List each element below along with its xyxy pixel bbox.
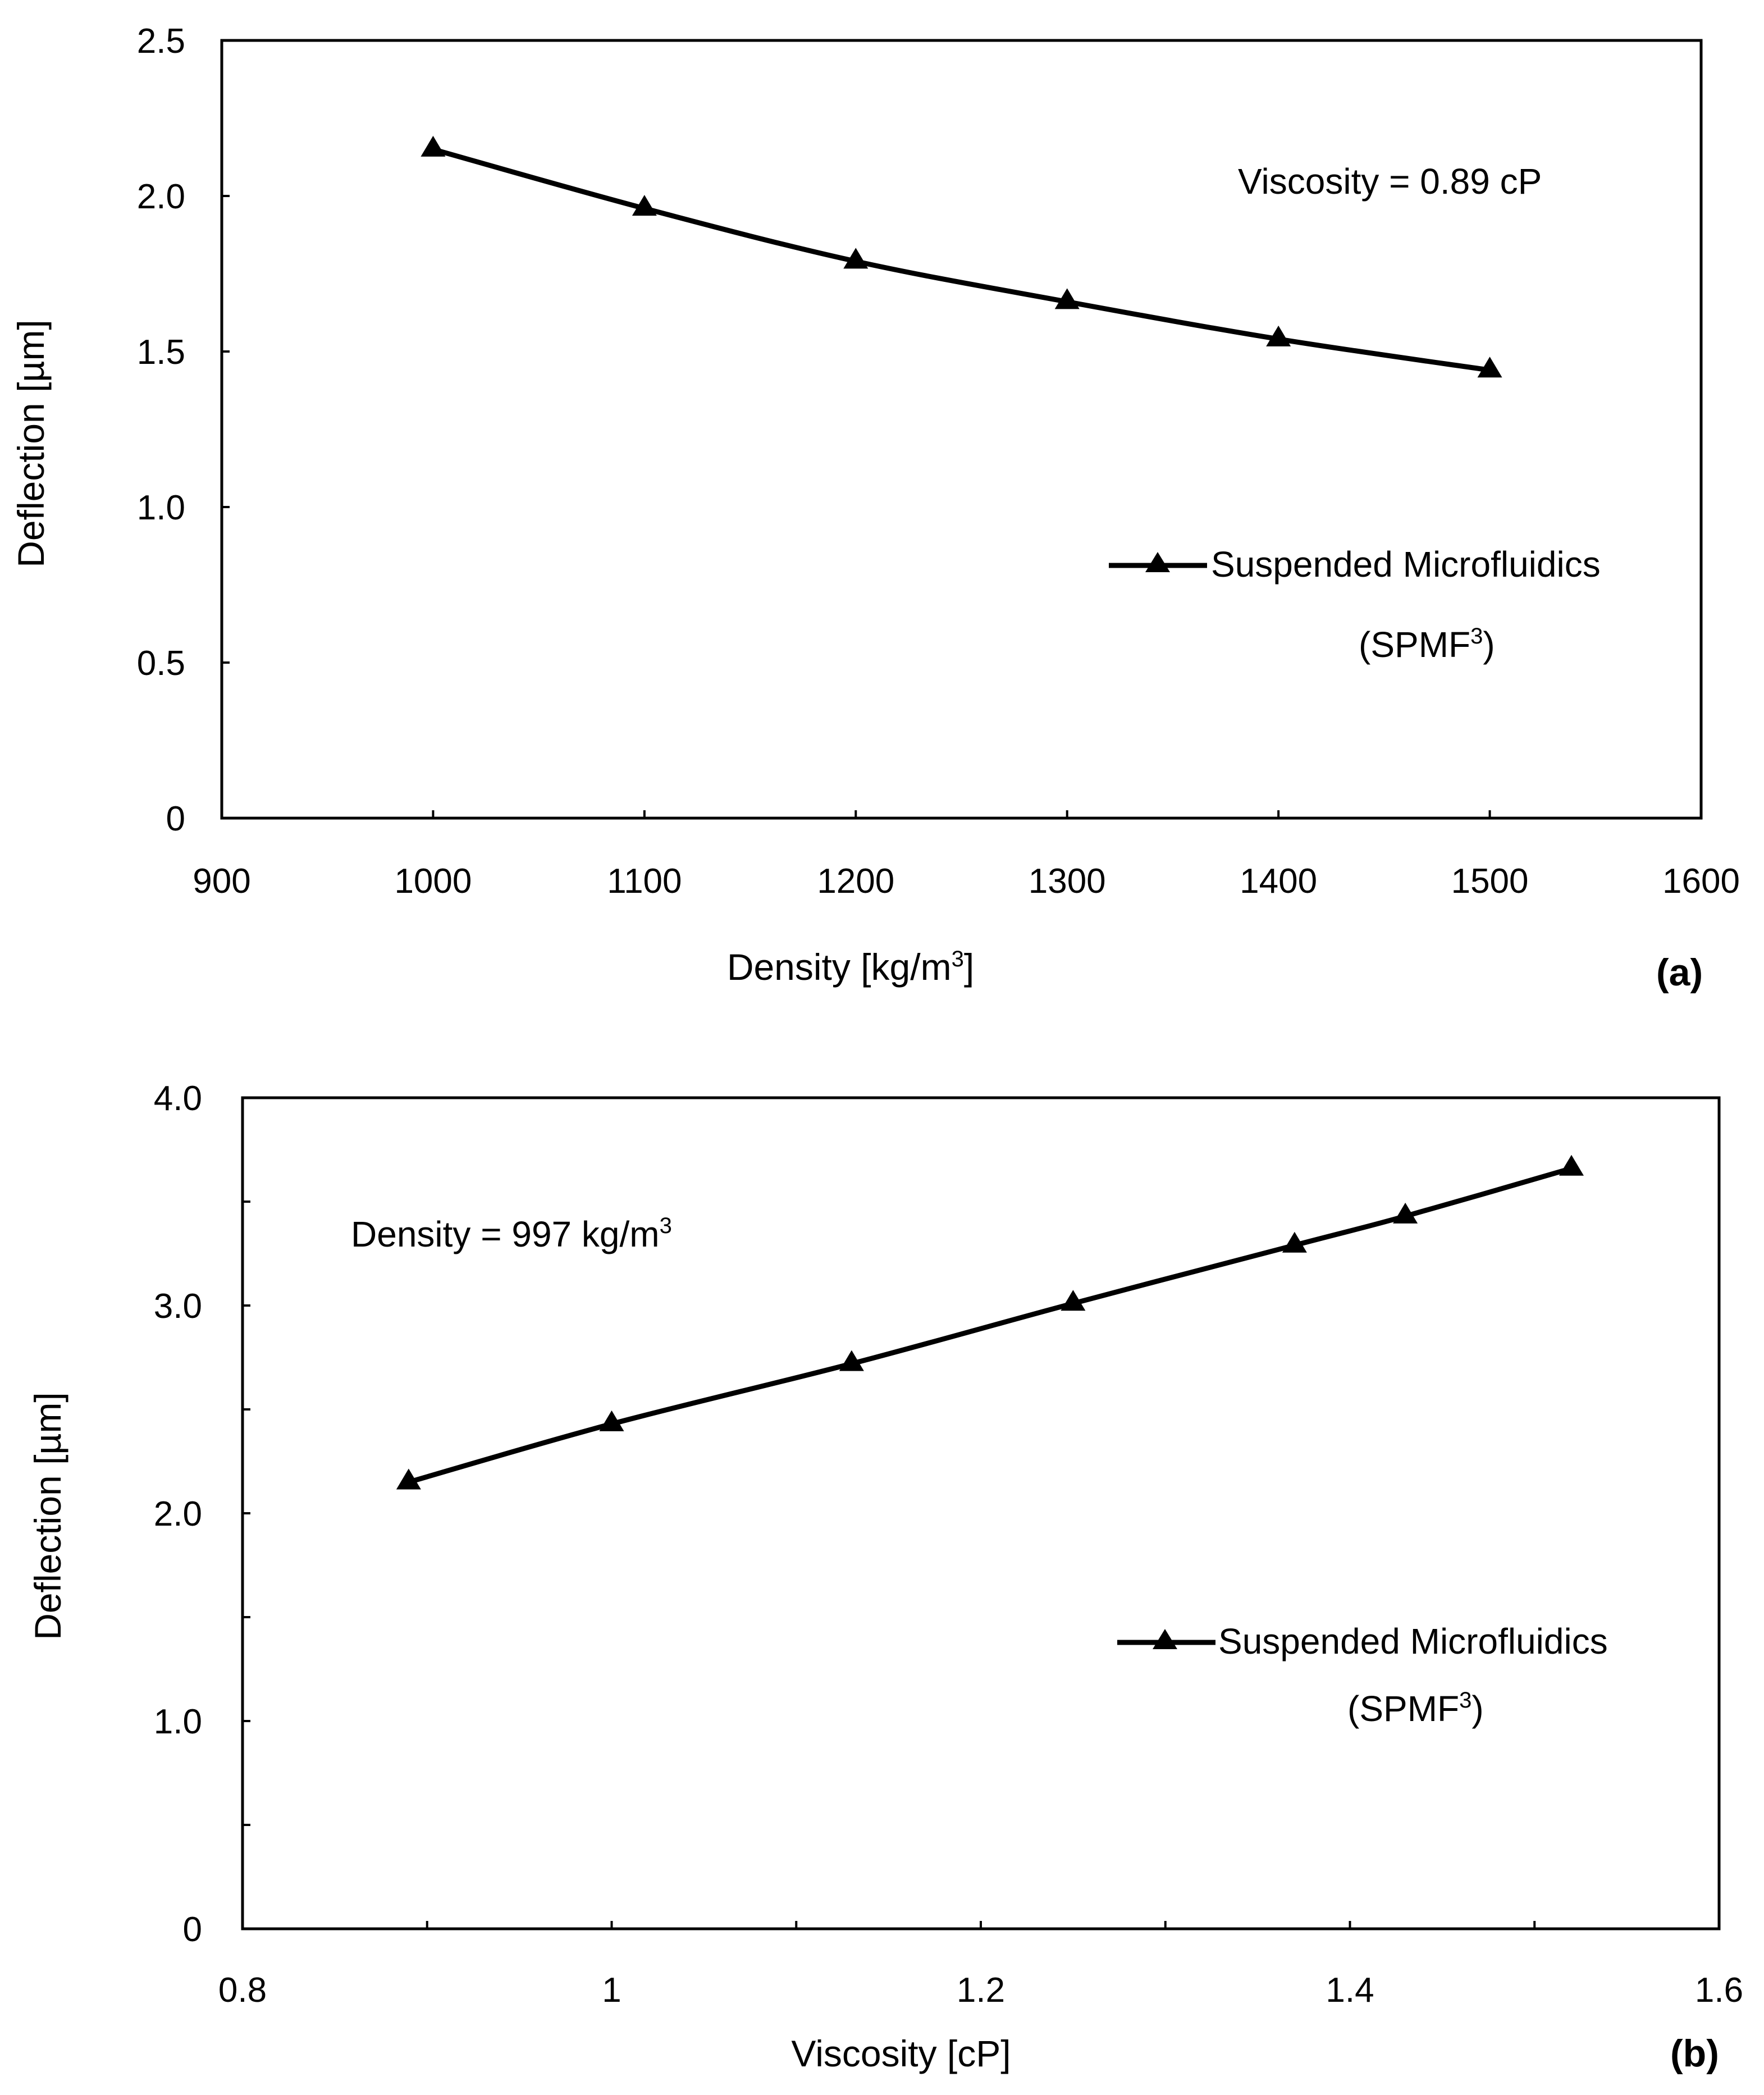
x-axis-ticks: 900 1000 1100 1200 1300 1400 1500 1600 — [193, 810, 1740, 901]
data-point-marker — [1559, 1154, 1584, 1176]
annotation-text: Viscosity = 0.89 cP — [1238, 161, 1542, 202]
y-axis-ticks: 0 0.5 1.0 1.5 2.0 2.5 — [137, 22, 230, 838]
x-tick-label: 1.4 — [1326, 1971, 1374, 2010]
y-tick-label: 0 — [183, 1910, 202, 1949]
x-tick-label: 1 — [602, 1971, 621, 2010]
data-point-marker — [1061, 1290, 1086, 1311]
x-axis-title: Viscosity [cP] — [791, 2033, 1011, 2074]
x-tick-label: 1100 — [607, 862, 682, 901]
y-axis-title: Deflection [µm] — [10, 320, 52, 568]
legend-label-line1: Suspended Microfluidics — [1211, 544, 1601, 585]
y-tick-label: 0 — [166, 800, 185, 838]
data-point-marker — [839, 1350, 864, 1371]
y-tick-label: 2.5 — [137, 22, 185, 61]
data-point-marker — [632, 195, 657, 216]
y-tick-label: 0.5 — [137, 644, 185, 683]
x-axis-ticks: 0.8 1 1.2 1.4 1.6 — [218, 1921, 1743, 2010]
data-point-marker — [1054, 288, 1080, 309]
data-point-marker — [1477, 357, 1502, 378]
data-series — [421, 135, 1502, 378]
y-tick-label: 1.5 — [137, 333, 185, 372]
data-point-marker — [396, 1468, 421, 1490]
series-line — [432, 147, 1491, 373]
y-tick-label: 4.0 — [154, 1079, 202, 1118]
legend-marker — [1153, 1629, 1177, 1649]
data-point-marker — [421, 135, 446, 157]
legend-label-line2: (SPMF3) — [1347, 1688, 1484, 1729]
chart-panel-b: 0.8 1 1.2 1.4 1.6 0 1.0 2.0 3.0 4.0 Viscosity [c… — [27, 1079, 1743, 2075]
x-tick-label: 900 — [193, 862, 250, 901]
chart-panel-a: 900 1000 1100 1200 1300 1400 1500 1600 0 0.5 1.0 1… — [10, 22, 1740, 994]
y-axis-title: Deflection [µm] — [27, 1392, 68, 1640]
legend-label-line1: Suspended Microfluidics — [1218, 1621, 1608, 1662]
x-tick-label: 0.8 — [218, 1971, 267, 2010]
data-point-marker — [1266, 325, 1291, 346]
y-tick-label: 1.0 — [137, 489, 185, 527]
x-tick-label: 1000 — [394, 862, 472, 901]
x-tick-label: 1200 — [817, 862, 894, 901]
legend-label-line2: (SPMF3) — [1359, 624, 1495, 665]
x-tick-label: 1400 — [1240, 862, 1317, 901]
x-tick-label: 1.2 — [957, 1971, 1005, 2010]
panel-label: (b) — [1670, 2032, 1719, 2075]
x-tick-label: 1300 — [1029, 862, 1106, 901]
panel-label: (a) — [1656, 951, 1703, 994]
data-point-marker — [1282, 1231, 1307, 1253]
data-point-marker — [843, 248, 869, 269]
y-tick-label: 3.0 — [154, 1287, 202, 1326]
y-axis-ticks: 0 1.0 2.0 3.0 4.0 — [154, 1079, 250, 1949]
legend: Suspended Microfluidics (SPMF3) — [1109, 544, 1601, 665]
x-tick-label: 1500 — [1451, 862, 1529, 901]
legend-marker — [1145, 552, 1170, 572]
y-tick-label: 1.0 — [154, 1703, 202, 1741]
y-tick-label: 2.0 — [137, 177, 185, 216]
data-point-marker — [1393, 1202, 1418, 1224]
x-axis-title: Density [kg/m3] — [727, 946, 974, 988]
y-tick-label: 2.0 — [154, 1495, 202, 1533]
plot-area-frame — [220, 39, 1703, 820]
data-point-marker — [599, 1410, 624, 1431]
annotation-text: Density = 997 kg/m3 — [351, 1213, 672, 1254]
x-tick-label: 1.6 — [1695, 1971, 1743, 2010]
legend: Suspended Microfluidics (SPMF3) — [1117, 1621, 1608, 1729]
x-tick-label: 1600 — [1662, 862, 1740, 901]
data-series — [396, 1154, 1584, 1490]
